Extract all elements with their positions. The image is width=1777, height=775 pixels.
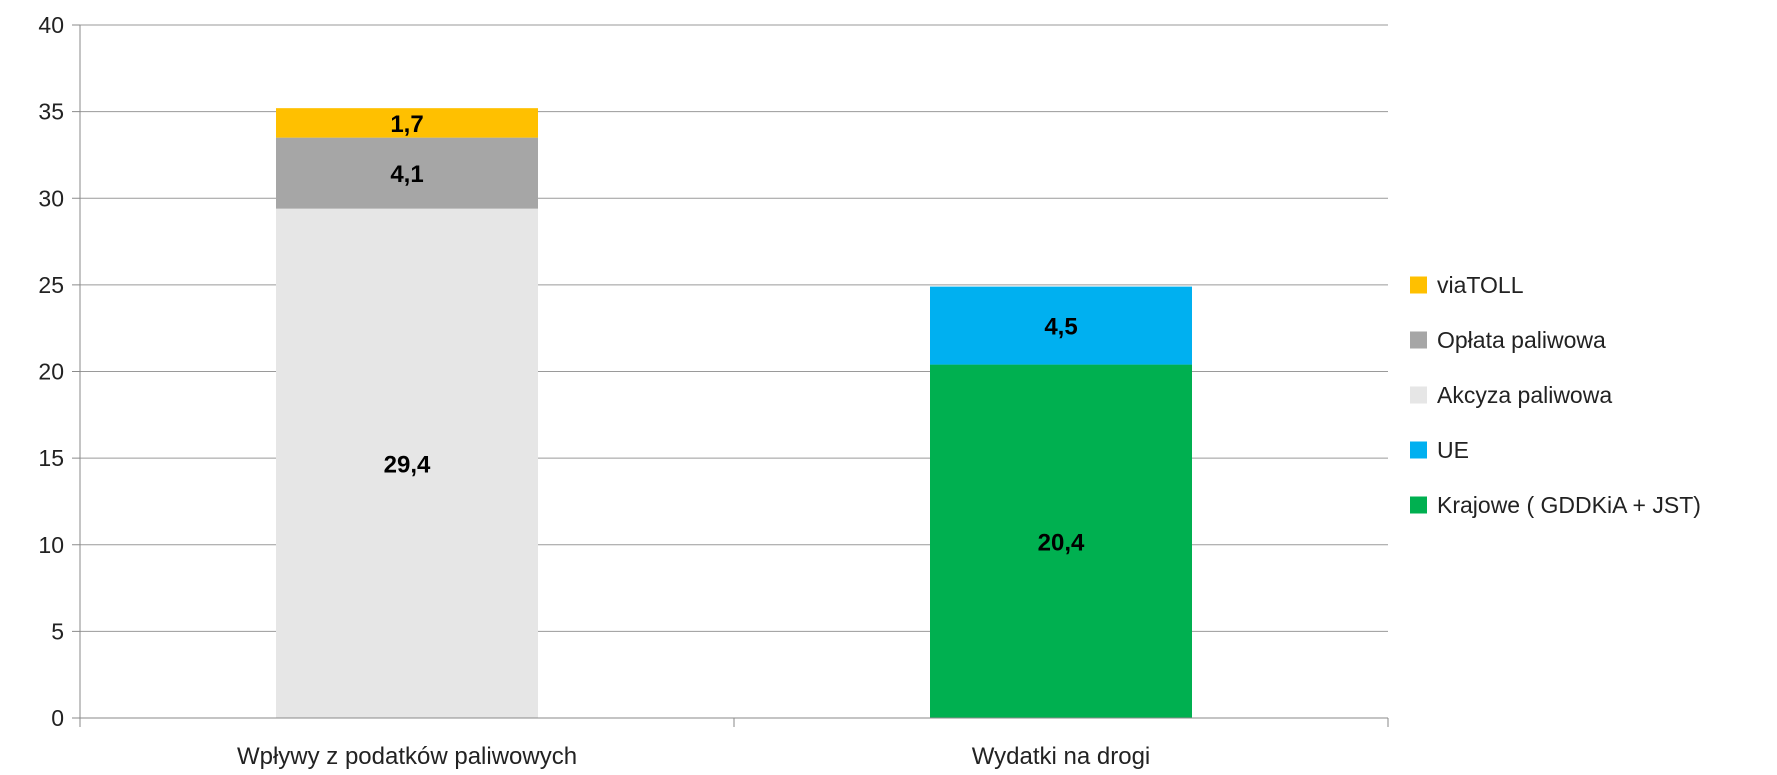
data-label: 4,5 — [1044, 314, 1077, 341]
bar-segment — [930, 364, 1192, 718]
y-tick-label: 20 — [38, 359, 64, 385]
legend: viaTOLL Opłata paliwowa Akcyza paliwowa UE K… — [1410, 272, 1701, 518]
bar-segment — [930, 286, 1192, 365]
y-tick-label: 35 — [38, 99, 64, 125]
y-tick-label: 40 — [38, 12, 64, 38]
data-label: 4,1 — [390, 161, 423, 188]
legend-swatch — [1410, 331, 1427, 349]
legend-swatch — [1410, 441, 1427, 459]
bar-segment — [276, 108, 538, 138]
data-label: 20,4 — [1038, 529, 1085, 556]
y-tick-label: 30 — [38, 185, 64, 211]
legend-label: Krajowe ( GDDKiA + JST) — [1437, 492, 1701, 518]
legend-swatch — [1410, 386, 1427, 404]
data-label: 1,7 — [390, 111, 423, 138]
y-tick-label: 5 — [51, 618, 64, 644]
legend-swatch — [1410, 496, 1427, 514]
data-labels: 29,4 4,1 1,7 20,4 4,5 — [384, 111, 1085, 556]
y-tick-label: 0 — [51, 705, 64, 731]
axes: 0 5 10 15 20 25 30 35 40 Wpływy z podatków paliwo… — [38, 12, 1389, 770]
bar-segment — [276, 208, 538, 718]
bars — [276, 108, 1192, 718]
y-tick-label: 10 — [38, 532, 64, 558]
data-label: 29,4 — [384, 451, 431, 478]
legend-swatch — [1410, 276, 1427, 294]
bar-segment — [276, 137, 538, 209]
legend-label: Opłata paliwowa — [1437, 327, 1606, 353]
y-tick-label: 25 — [38, 272, 64, 298]
x-tick-label: Wydatki na drogi — [972, 743, 1151, 770]
legend-label: UE — [1437, 437, 1469, 463]
legend-label: viaTOLL — [1437, 272, 1524, 298]
legend-label: Akcyza paliwowa — [1437, 382, 1612, 408]
x-tick-label: Wpływy z podatków paliwowych — [237, 743, 577, 770]
y-tick-label: 15 — [38, 445, 64, 471]
